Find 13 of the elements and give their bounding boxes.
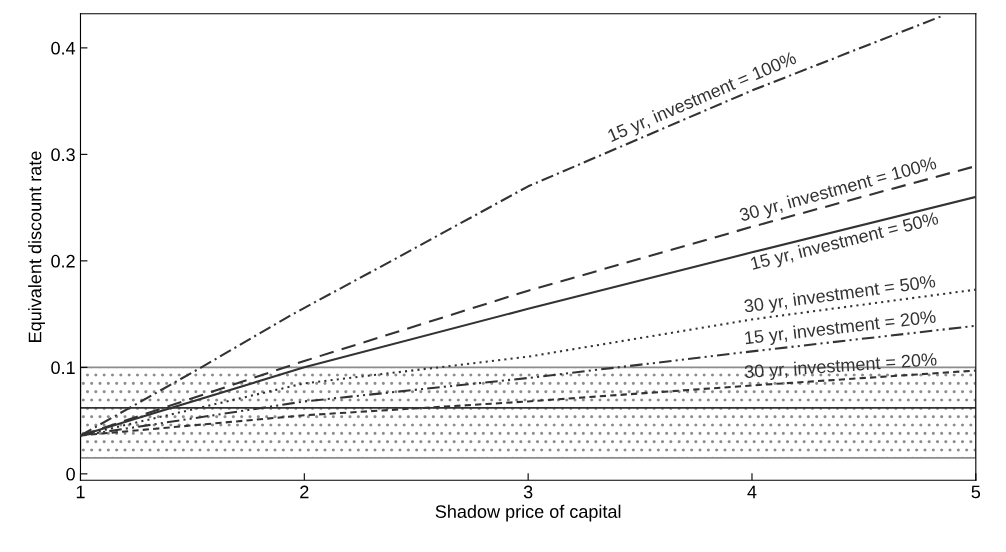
x-tick-label: 4 bbox=[747, 485, 757, 499]
y-tick-label: 0.4 bbox=[51, 41, 76, 55]
series-label: 30 yr, investment = 20% bbox=[744, 352, 937, 382]
x-tick-label: 1 bbox=[76, 485, 85, 499]
x-tick-label: 3 bbox=[523, 485, 533, 499]
x-axis-title: Shadow price of capital bbox=[435, 504, 621, 522]
y-tick-label: 0.2 bbox=[51, 254, 75, 268]
y-tick-label: 0 bbox=[66, 467, 75, 481]
x-tick-label: 2 bbox=[300, 485, 309, 499]
y-axis-title: Equivalent discount rate bbox=[28, 151, 45, 342]
y-tick-label: 0.3 bbox=[51, 148, 75, 162]
x-tick-label: 5 bbox=[971, 485, 981, 499]
y-tick-label: 0.1 bbox=[51, 361, 75, 375]
